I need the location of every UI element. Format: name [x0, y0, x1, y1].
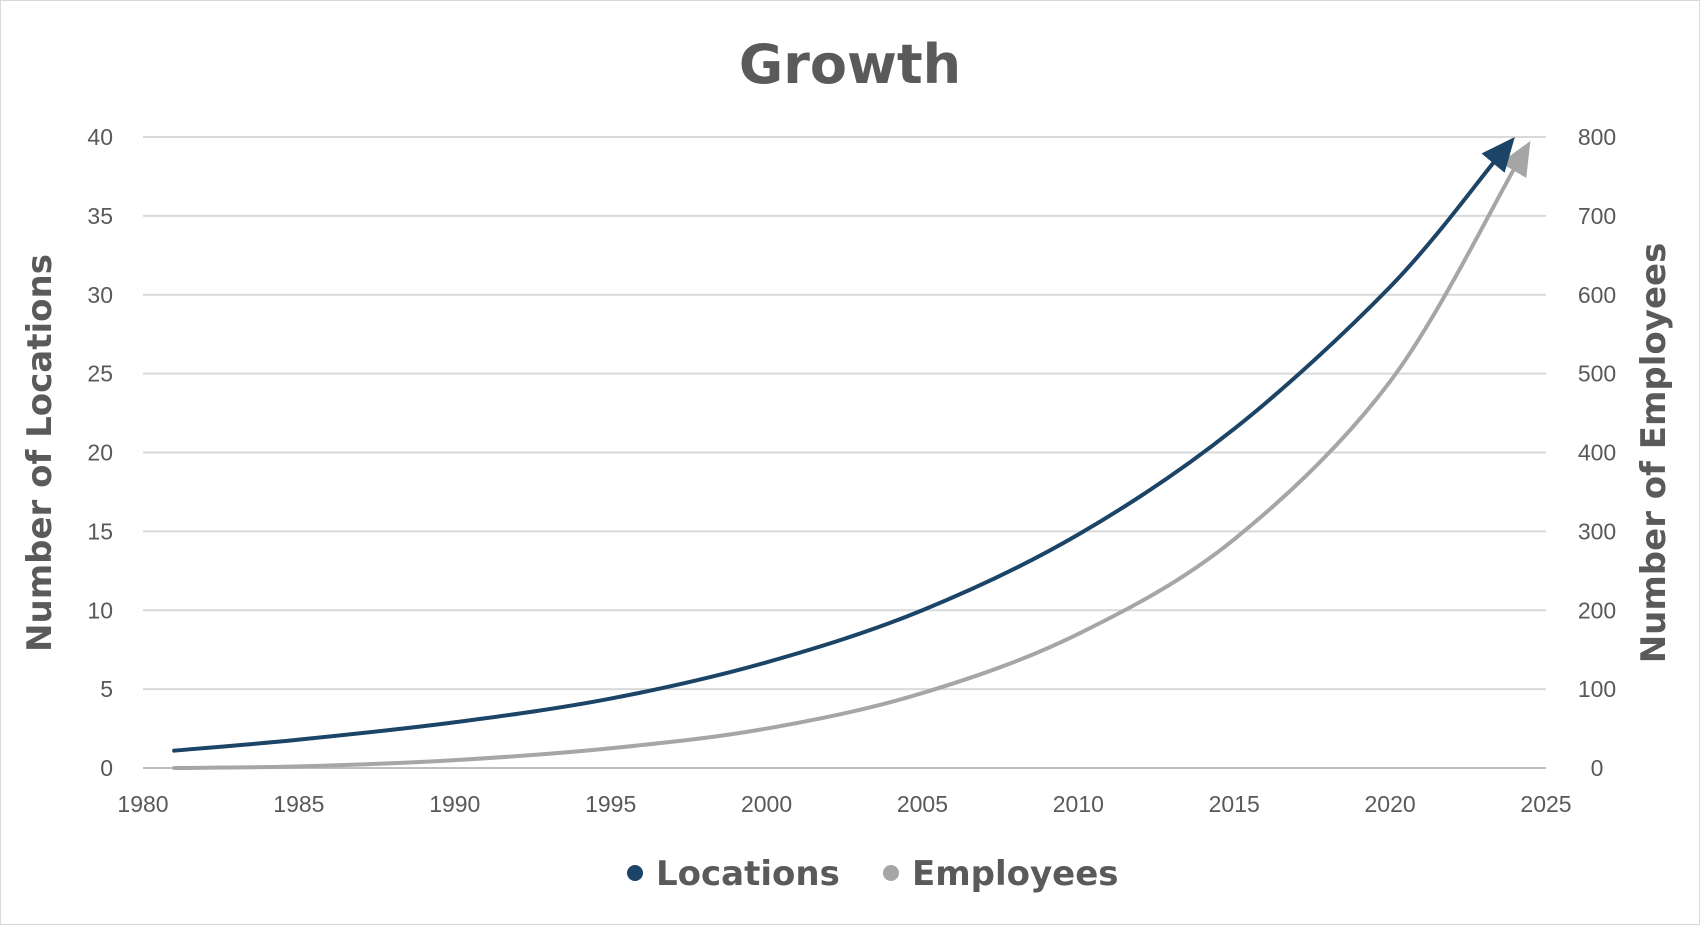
y-tick-label: 15	[87, 518, 113, 544]
y-tick-label: 0	[100, 755, 113, 781]
y2-tick-label: 400	[1578, 440, 1616, 466]
x-axis-ticks: 1980 1985 1990 1995 2000 2005 2010 2015 2020 2025	[117, 791, 1571, 817]
x-tick-label: 1985	[273, 791, 324, 817]
y2-tick-label: 800	[1578, 124, 1616, 150]
y-tick-label: 10	[87, 597, 113, 623]
y-tick-label: 30	[87, 282, 113, 308]
legend-marker-locations	[627, 865, 643, 881]
y-tick-label: 5	[100, 676, 113, 702]
y2-tick-label: 100	[1578, 676, 1616, 702]
x-tick-label: 2010	[1053, 791, 1104, 817]
y-tick-label: 25	[87, 361, 113, 387]
legend-label-locations: Locations	[656, 854, 840, 894]
x-tick-label: 1980	[117, 791, 168, 817]
legend-marker-employees	[883, 865, 899, 881]
y2-tick-label: 700	[1578, 203, 1616, 229]
legend-label-employees: Employees	[912, 854, 1119, 894]
series-line-locations	[172, 158, 1498, 753]
y-tick-label: 35	[87, 203, 113, 229]
right-axis-ticks: 0 100 200 300 400 500 600 700 800	[1578, 124, 1616, 781]
y-axis-title: Number of Locations	[20, 254, 60, 652]
y-tick-label: 40	[87, 124, 113, 150]
x-tick-label: 2005	[897, 791, 948, 817]
gridlines	[143, 136, 1546, 769]
x-tick-label: 1990	[429, 791, 480, 817]
series-arrowhead-employees	[1500, 140, 1531, 178]
legend: Locations Employees	[627, 854, 1119, 894]
y-tick-label: 20	[87, 440, 113, 466]
y2-tick-label: 300	[1578, 518, 1616, 544]
x-tick-label: 2015	[1209, 791, 1260, 817]
left-axis-ticks: 0 5 10 15 20 25 30 35 40	[87, 124, 113, 781]
y2-axis-title: Number of Employees	[1634, 243, 1674, 664]
x-tick-label: 2025	[1520, 791, 1571, 817]
y2-tick-label: 0	[1591, 755, 1604, 781]
x-tick-label: 2000	[741, 791, 792, 817]
series-layer	[172, 137, 1531, 770]
x-tick-label: 2020	[1365, 791, 1416, 817]
chart-title: Growth	[739, 33, 961, 96]
series-arrowhead-locations	[1481, 137, 1515, 173]
y2-tick-label: 200	[1578, 597, 1616, 623]
x-tick-label: 1995	[585, 791, 636, 817]
y2-tick-label: 500	[1578, 361, 1616, 387]
series-line-employees	[172, 164, 1518, 770]
y2-tick-label: 600	[1578, 282, 1616, 308]
